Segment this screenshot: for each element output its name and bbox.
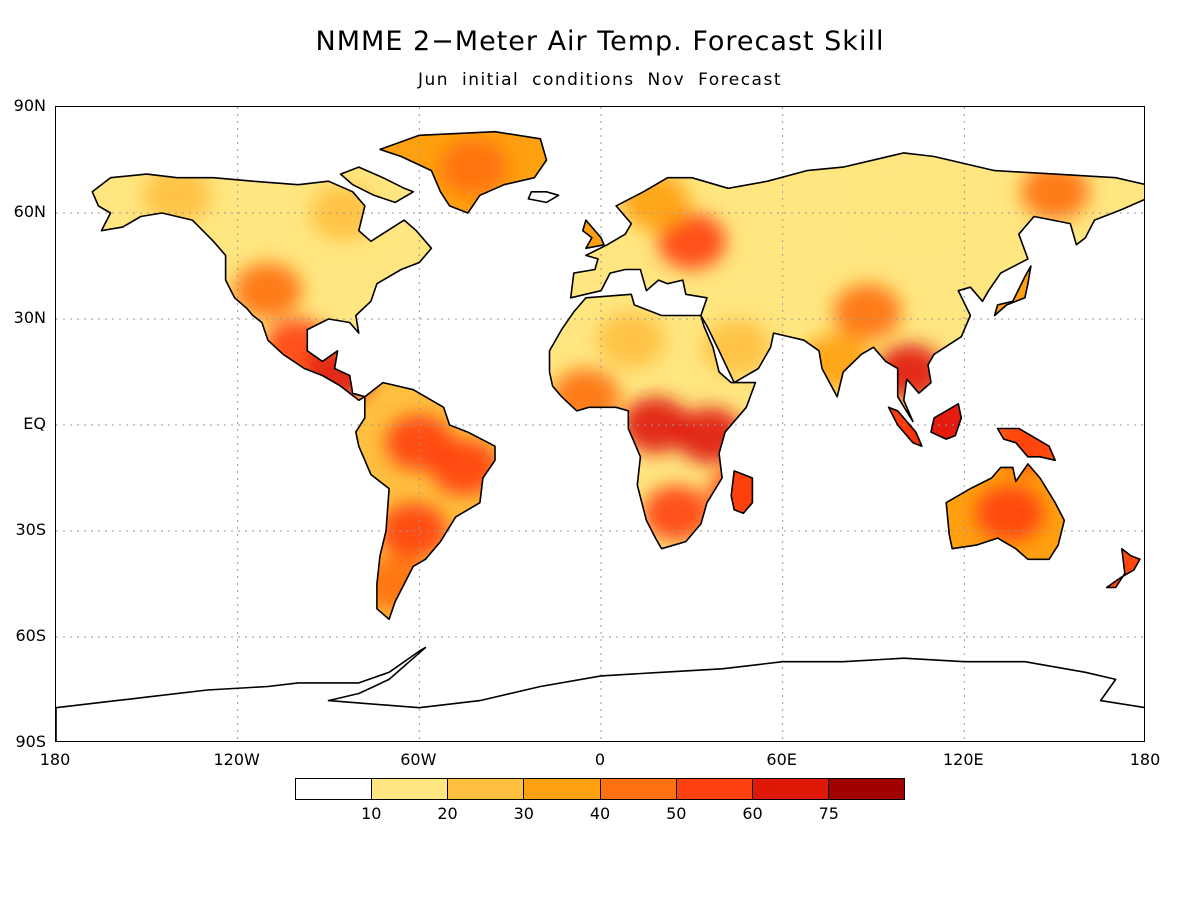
skill-region-australia <box>975 485 1044 542</box>
colorbar-swatch <box>828 779 904 799</box>
colorbar-tick-label: 50 <box>666 804 687 823</box>
coastline-north-america <box>91 173 433 402</box>
lat-tick-label: 30S <box>15 520 46 539</box>
skill-region-scandinavia <box>621 174 690 231</box>
coastline-baffin-island <box>339 166 415 204</box>
skill-region-alaska-nw-canada <box>143 167 212 224</box>
coastline-new-guinea <box>996 427 1057 462</box>
coastline-sumatra <box>887 406 923 448</box>
chart-title: NMME 2−Meter Air Temp. Forecast Skill <box>315 26 885 57</box>
lon-tick-label: 180 <box>39 750 71 769</box>
skill-region-western-usa <box>233 262 302 319</box>
skill-region-southern-africa <box>642 485 711 542</box>
coastline-madagascar <box>730 470 754 515</box>
lat-tick-label: EQ <box>23 414 46 433</box>
coastline-great-britain <box>581 219 605 250</box>
coastline-antarctica <box>56 646 1144 741</box>
lon-tick-label: 120W <box>213 750 260 769</box>
lon-tick-label: 60E <box>766 750 797 769</box>
skill-region-madagascar <box>709 464 778 521</box>
lon-tick-label: 120E <box>943 750 984 769</box>
lon-tick-label: 0 <box>594 750 606 769</box>
skill-region-greenland <box>439 139 508 196</box>
coastline-south-america <box>354 381 496 621</box>
colorbar <box>295 778 905 800</box>
skill-region-sahara <box>597 312 666 369</box>
skill-region-central-africa <box>621 397 690 453</box>
coastline-iceland <box>527 191 560 204</box>
colorbar-tick-label: 30 <box>513 804 534 823</box>
colorbar-swatch <box>372 779 449 799</box>
coastline-africa <box>548 293 757 550</box>
land-great-britain <box>582 220 604 249</box>
colorbar-swatch <box>752 779 829 799</box>
coastline-eurasia <box>569 152 1144 423</box>
colorbar-swatch <box>600 779 677 799</box>
grid-lines <box>56 107 1144 741</box>
coastline-japan <box>993 265 1032 317</box>
coastline-new-zealand <box>1105 547 1141 589</box>
chart-subtitle: Jun initial conditions Nov Forecast <box>418 70 782 90</box>
skill-region-east-africa <box>676 407 744 464</box>
skill-region-tibet <box>833 283 902 340</box>
land-japan <box>994 266 1031 316</box>
lat-tick-label: 90N <box>13 96 46 115</box>
colorbar-swatch <box>524 779 601 799</box>
skill-region-new-guinea <box>996 414 1065 471</box>
lat-tick-label: 60N <box>13 202 46 221</box>
colorbar-tick-label: 10 <box>361 804 382 823</box>
coastline-australia <box>945 463 1066 561</box>
lat-tick-label: 90S <box>15 732 46 751</box>
skill-region-eastern-europe <box>657 213 726 270</box>
colorbar-tick-label: 75 <box>818 804 839 823</box>
land-sumatra <box>888 407 922 447</box>
skill-region-india <box>803 333 872 390</box>
land-baffin-island <box>340 167 414 203</box>
colorbar-swatch <box>296 779 373 799</box>
skill-region-southeast-asia <box>875 344 944 400</box>
coastline-greenland <box>379 130 548 214</box>
map-frame <box>55 106 1145 742</box>
lat-tick-label: 60S <box>15 626 46 645</box>
land-antarctica <box>56 647 1144 741</box>
lon-tick-label: 60W <box>400 750 437 769</box>
skill-region-new-zealand <box>1087 541 1144 598</box>
colorbar-tick-label: 20 <box>437 804 458 823</box>
colorbar-swatch <box>448 779 525 799</box>
coastline-borneo <box>930 402 963 440</box>
colorbar-tick-label: 40 <box>589 804 611 823</box>
world-map <box>56 107 1144 741</box>
lat-tick-label: 30N <box>13 308 46 327</box>
colorbar-swatch <box>676 779 753 799</box>
coastlines <box>56 130 1144 741</box>
skill-region-central-siberia <box>869 177 938 234</box>
skill-region-northeast-siberia <box>1021 163 1090 220</box>
skill-region-brazil-highlands <box>430 439 499 496</box>
lon-tick-label: 180 <box>1129 750 1161 769</box>
colorbar-tick-label: 60 <box>742 804 763 823</box>
